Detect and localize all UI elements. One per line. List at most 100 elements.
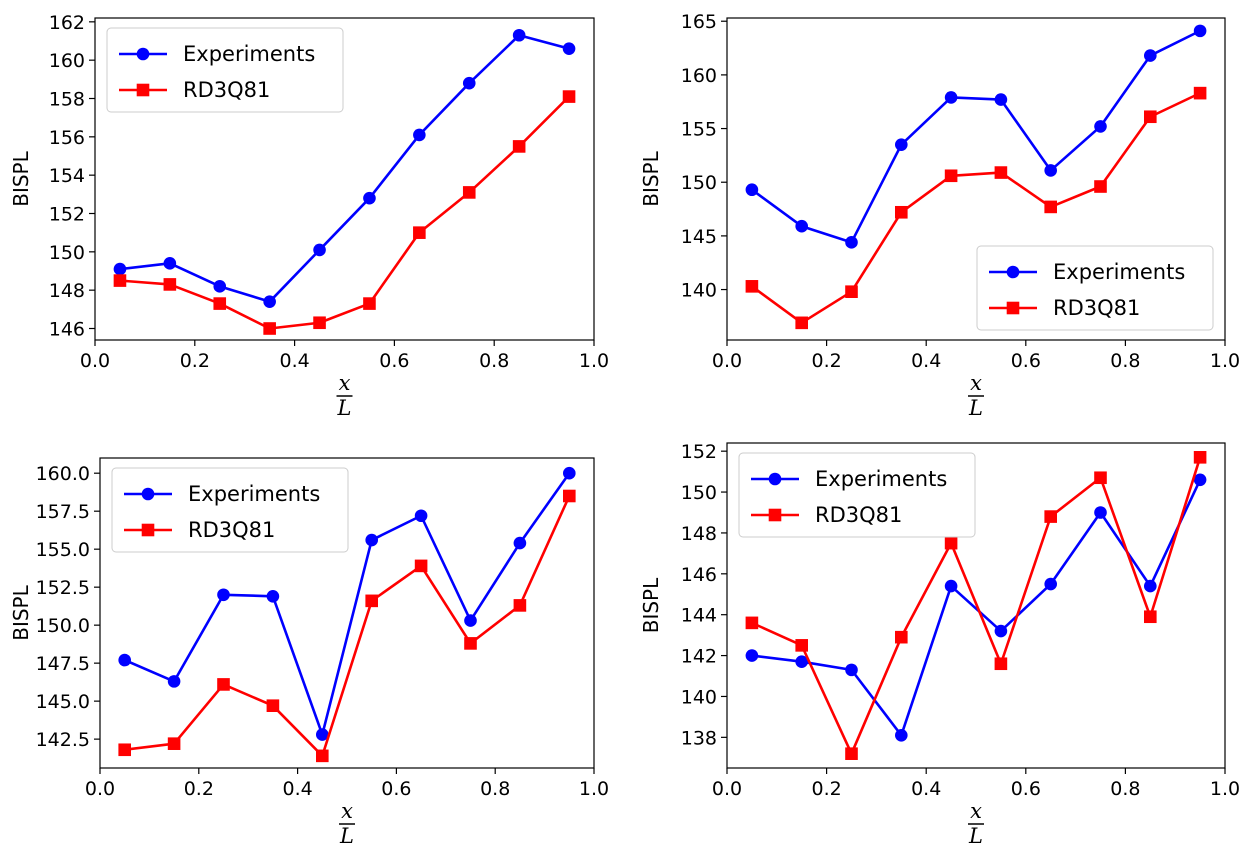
- data-point: [1094, 506, 1107, 519]
- data-point: [745, 183, 759, 197]
- y-tick-label: 146: [681, 564, 717, 586]
- series-rd3q81: [113, 90, 576, 335]
- data-point: [563, 489, 576, 503]
- data-point: [895, 630, 908, 644]
- data-point: [1094, 180, 1107, 193]
- x-tick-label: 0.4: [911, 350, 941, 372]
- y-tick-label: 142.5: [36, 729, 90, 751]
- x-tick-label: 1.0: [1210, 778, 1240, 800]
- x-tick-label: 0.0: [85, 778, 115, 800]
- series-line: [751, 29, 1201, 244]
- y-tick-label: 155.0: [36, 539, 90, 561]
- legend-marker: [136, 47, 150, 61]
- y-tick-label: 150: [49, 242, 85, 264]
- data-point: [213, 280, 227, 293]
- x-tick-label: 0.2: [811, 350, 841, 372]
- data-point: [795, 316, 808, 330]
- data-point: [745, 280, 759, 293]
- chart-1: 0.0 0.2 0.4 0.6 0.8 1.0 146 148 150 152 154 156 158 1…: [9, 12, 609, 420]
- legend-label: RD3Q81: [183, 78, 270, 102]
- y-axis-label: BISPL: [9, 150, 33, 206]
- y-tick-label: 155: [681, 119, 717, 141]
- x-tick-label: 0.6: [381, 778, 411, 800]
- data-point: [944, 536, 958, 550]
- data-point: [217, 588, 230, 602]
- legend-label: RD3Q81: [815, 503, 902, 527]
- y-axis-label: BISPL: [639, 577, 663, 633]
- data-point: [1044, 164, 1057, 177]
- data-point: [994, 166, 1008, 179]
- legend-marker: [136, 83, 150, 97]
- data-point: [513, 536, 527, 550]
- data-point: [1193, 451, 1207, 464]
- data-point: [263, 322, 276, 335]
- series-line: [124, 495, 571, 758]
- y-tick-label: 150: [681, 172, 717, 194]
- x-axis-label-numerator: x: [341, 799, 353, 823]
- data-point: [363, 297, 376, 310]
- y-tick-label: 140: [681, 686, 717, 708]
- y-tick-label: 152: [681, 441, 717, 463]
- data-point: [167, 737, 181, 750]
- x-axis-label-denominator: L: [339, 824, 354, 848]
- data-point: [745, 649, 759, 662]
- data-point: [316, 728, 329, 741]
- x-tick-label: 0.8: [1110, 350, 1140, 372]
- data-point: [562, 90, 576, 103]
- data-point: [1193, 473, 1207, 487]
- y-tick-label: 145: [681, 226, 717, 248]
- data-point: [263, 295, 276, 308]
- plot-frame: [726, 17, 1226, 341]
- x-axis-label-numerator: x: [970, 371, 982, 395]
- legend: Experiments RD3Q81: [106, 27, 344, 113]
- x-tick-label: 0.4: [911, 778, 941, 800]
- data-point: [163, 257, 177, 270]
- y-tick-label: 140: [681, 280, 717, 302]
- series-rd3q81: [118, 489, 576, 763]
- data-point: [944, 579, 958, 593]
- legend-marker: [1006, 301, 1020, 315]
- y-tick-label: 165: [681, 11, 717, 33]
- y-tick-label: 160: [681, 65, 717, 87]
- series-line: [119, 95, 570, 330]
- y-tick-label: 142: [681, 646, 717, 668]
- y-tick-label: 162: [49, 12, 85, 34]
- data-point: [266, 589, 280, 603]
- series-experiments: [745, 24, 1207, 249]
- x-tick-label: 1.0: [579, 778, 609, 800]
- y-tick-label: 152: [49, 204, 85, 226]
- data-point: [845, 747, 858, 760]
- x-tick-label: 0.2: [184, 778, 214, 800]
- legend-marker: [1006, 265, 1020, 279]
- data-point: [266, 699, 280, 712]
- y-tick-label: 160.0: [36, 463, 90, 485]
- data-point: [944, 91, 958, 104]
- data-point: [512, 28, 526, 42]
- x-axis-label-numerator: x: [970, 799, 982, 823]
- data-point: [1094, 120, 1107, 133]
- x-tick-label: 1.0: [579, 350, 609, 372]
- data-point: [512, 140, 526, 153]
- data-point: [895, 205, 908, 219]
- data-point: [562, 42, 576, 55]
- x-tick-label: 0.8: [1110, 778, 1140, 800]
- x-tick-label: 0.6: [379, 350, 409, 372]
- x-tick-label: 0.0: [712, 350, 742, 372]
- legend-label: RD3Q81: [188, 518, 275, 542]
- x-axis-label-numerator: x: [339, 371, 351, 395]
- x-tick-label: 0.8: [479, 350, 509, 372]
- series-experiments: [118, 466, 576, 741]
- legend: Experiments RD3Q81: [738, 452, 976, 538]
- data-point: [113, 262, 127, 276]
- y-tick-label: 160: [49, 50, 85, 72]
- legend: Experiments RD3Q81: [111, 467, 349, 553]
- x-tick-label: 0.6: [1011, 350, 1041, 372]
- series-line: [119, 33, 570, 303]
- x-tick-label: 0.0: [80, 350, 110, 372]
- data-point: [795, 639, 808, 652]
- data-point: [994, 624, 1008, 638]
- data-point: [1144, 110, 1157, 124]
- legend-label: Experiments: [1053, 260, 1185, 284]
- data-point: [163, 278, 177, 291]
- y-tick-label: 146: [49, 319, 85, 341]
